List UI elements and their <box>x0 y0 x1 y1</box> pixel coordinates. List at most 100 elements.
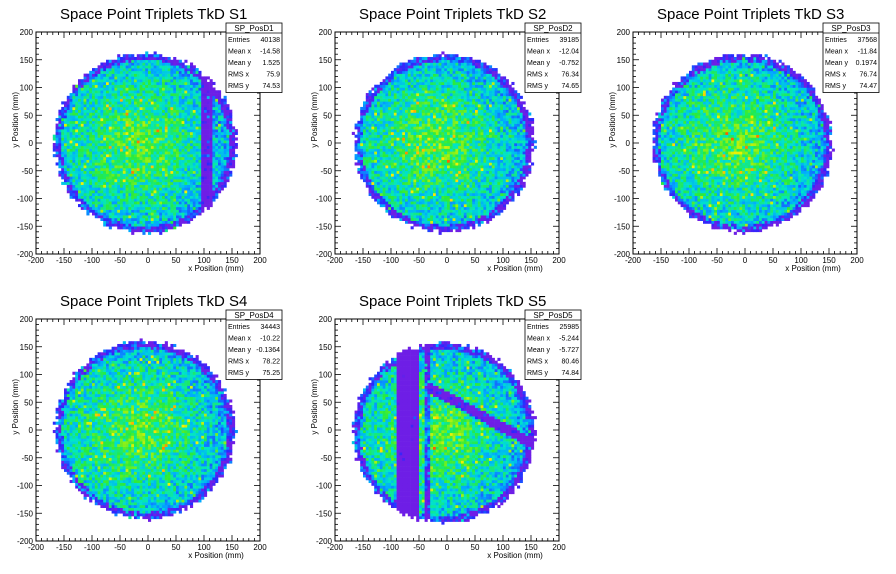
heatmap-cell <box>178 129 182 133</box>
heatmap-cell <box>114 109 118 113</box>
heatmap-cell <box>150 167 154 172</box>
heatmap-cell <box>368 140 372 144</box>
heatmap-cell <box>150 212 154 216</box>
heatmap-cell <box>419 98 423 102</box>
heatmap-cell <box>131 95 135 99</box>
heatmap-cell <box>94 118 98 122</box>
heatmap-cell <box>100 95 104 99</box>
heatmap-cell <box>407 134 411 138</box>
heatmap-cell <box>136 179 140 183</box>
heatmap-cell <box>162 79 166 83</box>
heatmap-cell <box>128 84 132 88</box>
heatmap-cell <box>212 90 216 94</box>
heatmap-cell <box>150 190 154 194</box>
heatmap-cell <box>170 215 174 219</box>
heatmap-cell <box>416 84 420 88</box>
heatmap-cell <box>156 217 160 221</box>
heatmap-cell <box>97 70 101 74</box>
heatmap-cell <box>413 68 417 72</box>
heatmap-cell <box>167 87 171 91</box>
heatmap-cell <box>111 95 115 99</box>
heatmap-cell <box>192 73 196 77</box>
heatmap-cell <box>399 123 403 127</box>
heatmap-cell <box>430 79 434 83</box>
heatmap-cell <box>86 140 90 144</box>
heatmap-cell <box>430 56 434 61</box>
heatmap-cell <box>396 126 400 130</box>
heatmap-cell <box>212 192 216 197</box>
heatmap-cell <box>75 101 79 105</box>
heatmap-cell <box>357 162 361 166</box>
heatmap-cell <box>218 109 222 113</box>
heatmap-cell <box>92 131 96 135</box>
heatmap-cell <box>75 115 79 119</box>
heatmap-cell <box>232 140 236 144</box>
heatmap-cell <box>421 167 425 172</box>
heatmap-cell <box>108 226 112 230</box>
heatmap-cell <box>209 170 213 174</box>
heatmap-cell <box>114 118 118 122</box>
heatmap-cell <box>176 79 180 83</box>
heatmap-cell <box>223 131 227 135</box>
heatmap-cell <box>427 70 431 74</box>
heatmap-cell <box>201 198 205 202</box>
heatmap-cell <box>388 170 392 174</box>
heatmap-cell <box>212 93 216 97</box>
heatmap-cell <box>435 79 439 83</box>
heatmap-cell <box>410 62 414 66</box>
heatmap-cell <box>427 87 431 91</box>
heatmap-cell <box>435 143 439 147</box>
heatmap-cell <box>430 195 434 199</box>
heatmap-cell <box>153 159 157 163</box>
heatmap-cell <box>204 123 208 127</box>
heatmap-cell <box>170 226 174 230</box>
heatmap-cell <box>410 176 414 180</box>
heatmap-cell <box>80 145 84 149</box>
heatmap-cell <box>198 131 202 135</box>
heatmap-cell <box>388 87 392 91</box>
heatmap-cell <box>396 87 400 91</box>
heatmap-cell <box>117 106 121 110</box>
heatmap-cell <box>388 81 392 86</box>
heatmap-cell <box>162 101 166 105</box>
heatmap-cell <box>209 84 213 88</box>
heatmap-cell <box>354 156 358 160</box>
heatmap-cell <box>72 131 76 135</box>
heatmap-cell <box>402 167 406 172</box>
heatmap-cell <box>145 159 149 163</box>
heatmap-cell <box>192 187 196 191</box>
heatmap-cell <box>181 93 185 97</box>
heatmap-cell <box>407 95 411 99</box>
heatmap-cell <box>377 131 381 135</box>
x-tick-label: -200 <box>28 256 45 265</box>
heatmap-cell <box>145 112 149 116</box>
heatmap-cell <box>435 173 439 177</box>
heatmap-cell <box>167 95 171 99</box>
heatmap-cell <box>125 154 129 158</box>
heatmap-cell <box>393 176 397 180</box>
heatmap-cell <box>86 95 90 99</box>
heatmap-cell <box>111 93 115 97</box>
heatmap-cell <box>430 170 434 174</box>
heatmap-cell <box>363 165 367 169</box>
heatmap-cell <box>201 123 205 127</box>
heatmap-cell <box>201 187 205 191</box>
heatmap-cell <box>55 126 59 130</box>
heatmap-cell <box>419 115 423 119</box>
heatmap-cell <box>142 170 146 174</box>
heatmap-cell <box>382 81 386 86</box>
heatmap-cell <box>120 176 124 180</box>
heatmap-cell <box>111 170 115 174</box>
heatmap-cell <box>153 76 157 80</box>
heatmap-cell <box>382 192 386 197</box>
heatmap-cell <box>421 220 425 224</box>
heatmap-cell <box>142 176 146 180</box>
heatmap-cell <box>131 167 135 172</box>
heatmap-cell <box>89 112 93 116</box>
heatmap-cell <box>410 140 414 144</box>
heatmap-cell <box>167 215 171 219</box>
heatmap-cell <box>405 90 409 94</box>
heatmap-cell <box>128 134 132 138</box>
heatmap-cell <box>178 90 182 94</box>
heatmap-cell <box>136 134 140 138</box>
